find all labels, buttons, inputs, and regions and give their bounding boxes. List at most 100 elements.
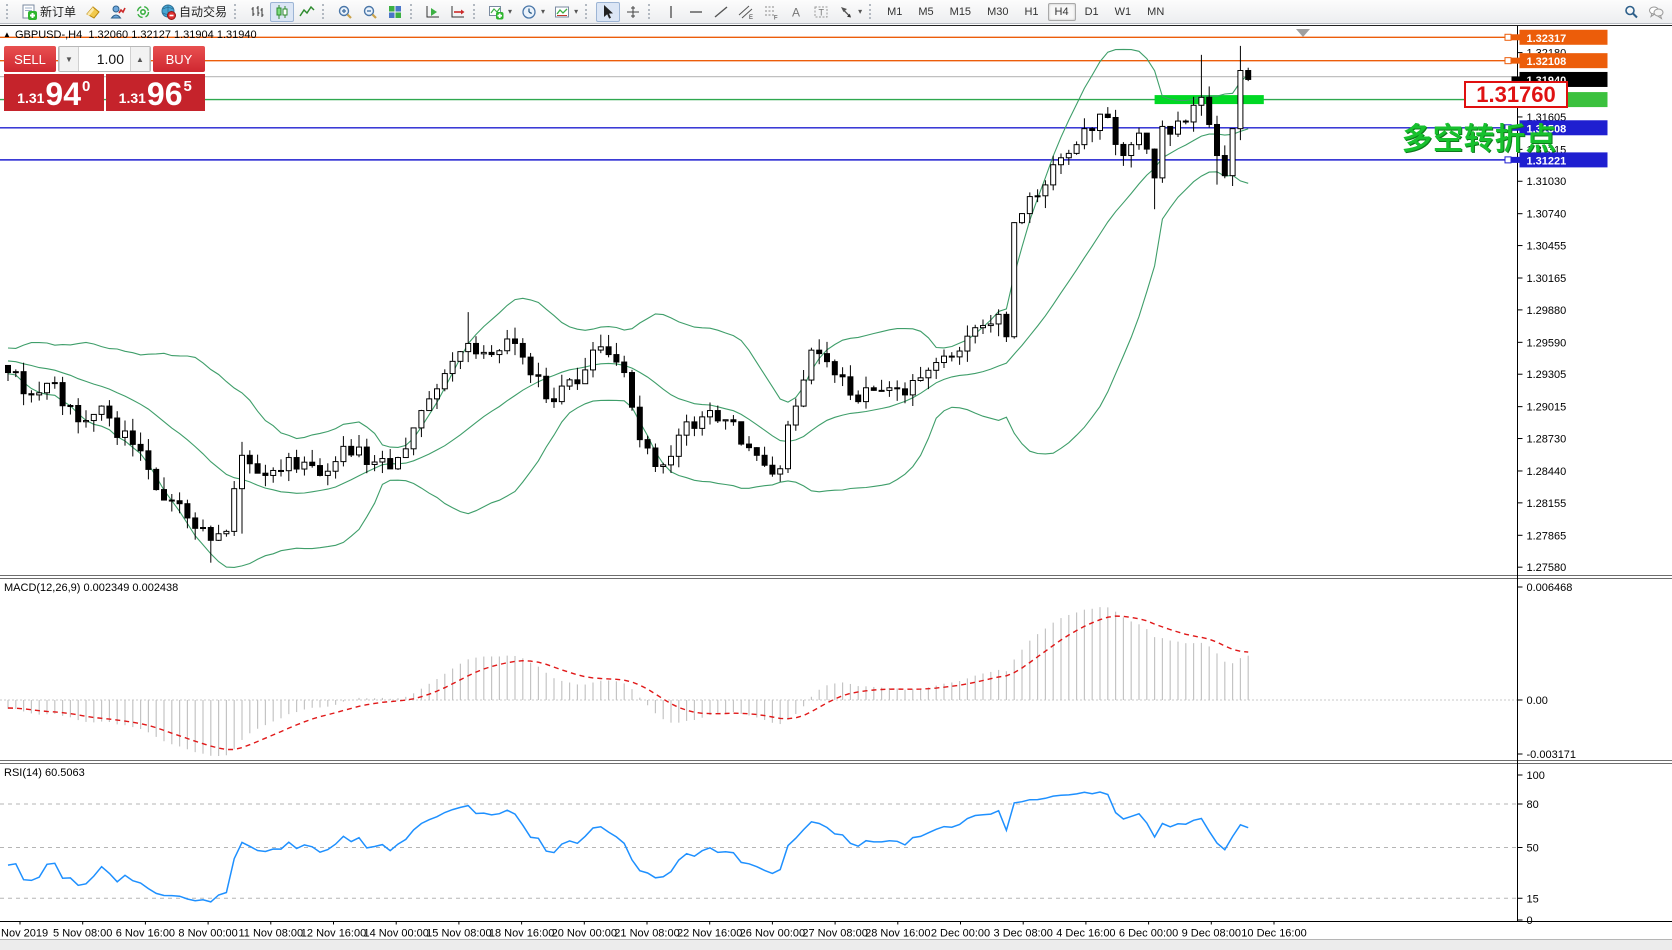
zoom-out-button[interactable] [358, 2, 382, 22]
equidistant-channel-tool[interactable]: E [734, 2, 758, 22]
macd-axis: 0.006468 0.00 -0.003171 [1517, 582, 1576, 761]
templates-dropdown-caret[interactable]: ▾ [574, 7, 579, 16]
zoom-in-button[interactable] [333, 2, 357, 22]
timeframe-button-m1[interactable]: M1 [887, 5, 903, 18]
community-button[interactable] [1644, 2, 1668, 22]
autotrading-button[interactable]: 自动交易 [156, 2, 231, 22]
candle [465, 342, 472, 353]
price-badge-label: 1.32317 [1527, 33, 1567, 45]
line-handle[interactable] [1504, 124, 1512, 132]
timeframe-button-d1[interactable]: D1 [1084, 5, 1099, 18]
navigator-button[interactable] [106, 2, 130, 22]
text-label-tool[interactable]: T [809, 2, 833, 22]
candle [1065, 152, 1072, 159]
toolbar-grip[interactable] [6, 4, 12, 19]
candle [691, 421, 698, 429]
new-order-button[interactable]: 新订单 [17, 2, 80, 22]
svg-text:F: F [774, 15, 778, 20]
buy-price-display[interactable]: 1.31 96 5 [105, 74, 205, 111]
line-handle[interactable] [1504, 57, 1512, 65]
crosshair-tool-button[interactable] [621, 2, 645, 22]
timeframe-button-w1[interactable]: W1 [1114, 5, 1132, 18]
horizontal-line-icon [688, 4, 704, 20]
zoom-out-icon [362, 4, 378, 20]
horizontal-line-tool[interactable] [684, 2, 708, 22]
search-icon [1623, 4, 1639, 20]
buy-button[interactable]: BUY [153, 46, 205, 72]
line-handle[interactable] [1504, 33, 1512, 41]
indicators-dropdown-caret[interactable]: ▾ [508, 7, 513, 16]
data-window-button[interactable] [81, 2, 105, 22]
periods-button[interactable]: ▾ [517, 2, 549, 22]
toolbar-grip[interactable] [410, 4, 416, 19]
timeframe-button-h1[interactable]: H1 [1024, 5, 1039, 18]
timeframe-button-m30[interactable]: M30 [987, 5, 1009, 18]
price-chart-canvas[interactable]: 1.321801.318901.316051.313151.310301.307… [0, 26, 1672, 949]
candle [886, 387, 893, 391]
time-tick-label: 27 Nov 08:00 [802, 928, 867, 940]
volume-increase-button[interactable]: ▲ [130, 47, 150, 71]
volume-input[interactable] [79, 47, 130, 71]
text-tool[interactable]: A [784, 2, 808, 22]
signals-button[interactable] [131, 2, 155, 22]
candle [707, 410, 713, 418]
candle [1182, 120, 1189, 123]
zoom-in-icon [337, 4, 353, 20]
one-click-collapse-arrow[interactable]: ▲ [3, 30, 11, 39]
status-strip [0, 939, 1672, 950]
tile-windows-button[interactable] [383, 2, 407, 22]
vertical-line-tool[interactable] [659, 2, 683, 22]
buy-price-prefix: 1.31 [118, 90, 146, 106]
periods-dropdown-caret[interactable]: ▾ [541, 7, 546, 16]
price-level-annotation-box[interactable]: 1.31760 [1464, 81, 1568, 108]
turning-point-annotation[interactable]: 多空转折点 [1402, 123, 1557, 156]
candle [660, 464, 667, 467]
fibonacci-tool[interactable]: F [759, 2, 783, 22]
time-tick-label: 6 Dec 00:00 [1119, 928, 1178, 940]
line-chart-button[interactable] [295, 2, 319, 22]
indicators-icon [488, 4, 504, 20]
bollinger-middle [7, 128, 1249, 494]
chart-shift-marker[interactable] [1296, 29, 1310, 37]
chart-shift-button[interactable] [446, 2, 470, 22]
arrows-dropdown-caret[interactable]: ▾ [858, 7, 863, 16]
candle [488, 351, 495, 356]
cursor-tool-button[interactable] [596, 1, 621, 22]
candle [59, 382, 66, 407]
timeframe-button-m15[interactable]: M15 [949, 5, 972, 18]
sell-price-prefix: 1.31 [17, 90, 45, 106]
sell-button[interactable]: SELL [4, 46, 56, 72]
timeframe-button-mn[interactable]: MN [1147, 5, 1165, 18]
trendline-tool[interactable] [709, 2, 733, 22]
sell-price-display[interactable]: 1.31 94 0 [4, 74, 104, 111]
arrows-tool[interactable]: ▾ [834, 2, 866, 22]
timeframe-button-m5[interactable]: M5 [918, 5, 934, 18]
candle [636, 406, 643, 441]
volume-decrease-button[interactable]: ▼ [59, 47, 79, 71]
templates-button[interactable]: ▾ [550, 2, 582, 22]
price-tick-label: 1.28155 [1527, 498, 1567, 510]
toolbar-grip[interactable] [648, 4, 654, 19]
candle [1128, 144, 1135, 157]
toolbar-grip[interactable] [473, 4, 479, 19]
candlestick-chart-button[interactable] [270, 1, 295, 22]
search-button[interactable] [1619, 2, 1643, 22]
indicators-button[interactable]: ▾ [484, 2, 516, 22]
chart-window[interactable]: 1.321801.318901.316051.313151.310301.307… [0, 25, 1672, 950]
candle [176, 500, 183, 505]
time-tick-label: 28 Nov 16:00 [865, 928, 930, 940]
candle [254, 463, 261, 474]
toolbar-grip[interactable] [869, 4, 875, 19]
candle [324, 470, 331, 476]
toolbar-grip[interactable] [322, 4, 328, 19]
timeframe-button-h4[interactable]: H4 [1047, 2, 1076, 21]
candle [902, 388, 908, 396]
candle [129, 430, 136, 445]
chart-title: GBPUSD-,H4 1.32060 1.32127 1.31904 1.319… [15, 29, 257, 41]
toolbar-grip[interactable] [585, 4, 591, 19]
candle [808, 349, 815, 381]
auto-scroll-button[interactable] [421, 2, 445, 22]
bar-chart-button[interactable] [245, 2, 269, 22]
line-handle[interactable] [1504, 156, 1512, 164]
toolbar-grip[interactable] [234, 4, 240, 19]
